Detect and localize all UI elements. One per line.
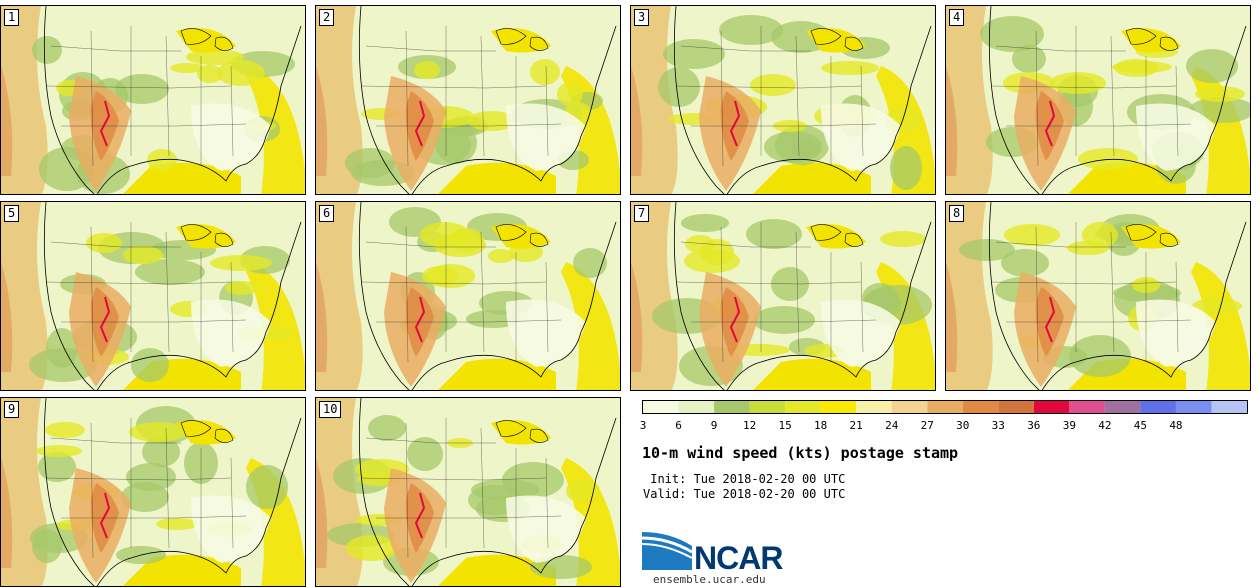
wind-speed-map (316, 6, 620, 194)
colorbar-tick-label: 36 (1027, 419, 1041, 432)
colorbar-tick-label: 39 (1062, 419, 1076, 432)
wind-speed-map (946, 202, 1250, 390)
wind-speed-map (1, 398, 305, 586)
colorbar-segment (785, 401, 821, 413)
member-number-label: 10 (319, 401, 342, 418)
colorbar-tick-label: 27 (920, 419, 934, 432)
member-number-label: 1 (4, 9, 20, 26)
colorbar-segment (714, 401, 750, 413)
wind-speed-map (316, 398, 620, 586)
colorbar-tick-label: 18 (814, 419, 828, 432)
colorbar-segment (962, 401, 999, 413)
colorbar-tick-label: 15 (778, 419, 792, 432)
colorbar (642, 400, 1248, 414)
ensemble-member-panel[interactable]: 4 (945, 5, 1251, 195)
wind-speed-map (1, 202, 305, 390)
member-number-label: 4 (949, 9, 965, 26)
ncar-logo-icon (642, 532, 693, 570)
member-number-label: 7 (634, 205, 650, 222)
member-number-label: 3 (634, 9, 650, 26)
colorbar-segment (1104, 401, 1141, 413)
logo-url: ensemble.ucar.edu (653, 573, 766, 586)
colorbar-tick-label: 9 (710, 419, 718, 432)
colorbar-tick-label: 24 (885, 419, 899, 432)
ensemble-member-panel[interactable]: 5 (0, 201, 306, 391)
member-number-label: 8 (949, 205, 965, 222)
colorbar-tick-label: 12 (742, 419, 757, 432)
ensemble-member-panel[interactable]: 7 (630, 201, 936, 391)
valid-time: Valid: Tue 2018-02-20 00 UTC (643, 487, 846, 501)
colorbar-border (642, 400, 1248, 414)
member-number-label: 2 (319, 9, 335, 26)
colorbar-segment (643, 401, 679, 413)
member-number-label: 5 (4, 205, 20, 222)
colorbar-segment (749, 401, 786, 413)
plot-title: 10-m wind speed (kts) postage stamp (642, 444, 959, 462)
ensemble-member-panel[interactable]: 9 (0, 397, 306, 587)
colorbar-tick-label: 21 (849, 419, 863, 432)
colorbar-segment (1069, 401, 1105, 413)
ensemble-member-panel[interactable]: 6 (315, 201, 621, 391)
wind-speed-map (946, 6, 1250, 194)
colorbar-segment (1140, 401, 1176, 413)
colorbar-segment (1211, 401, 1247, 413)
colorbar-segment (927, 401, 963, 413)
colorbar-segment (1033, 401, 1070, 413)
logo-name: NCAR (694, 540, 783, 576)
colorbar-tick-label: 30 (956, 419, 970, 432)
colorbar-tick-label: 42 (1098, 419, 1112, 432)
colorbar-segment (891, 401, 928, 413)
ensemble-member-panel[interactable]: 1 (0, 5, 306, 195)
colorbar-segment (856, 401, 892, 413)
colorbar-tick-label: 48 (1169, 419, 1183, 432)
colorbar-segment (1175, 401, 1212, 413)
wind-speed-map (631, 6, 935, 194)
wind-speed-map (316, 202, 620, 390)
ensemble-member-panel[interactable]: 2 (315, 5, 621, 195)
colorbar-tick-label: 6 (675, 419, 682, 432)
member-number-label: 6 (319, 205, 335, 222)
colorbar-segment (678, 401, 715, 413)
colorbar-tick-label: 45 (1133, 419, 1148, 432)
wind-speed-map (631, 202, 935, 390)
colorbar-segment (998, 401, 1034, 413)
colorbar-tick-label: 3 (639, 419, 647, 432)
wind-speed-map (1, 6, 305, 194)
colorbar-segment (820, 401, 857, 413)
member-number-label: 9 (4, 401, 20, 418)
ensemble-member-panel[interactable]: 3 (630, 5, 936, 195)
ensemble-member-panel[interactable]: 10 (315, 397, 621, 587)
colorbar-tick-label: 33 (991, 419, 1005, 432)
init-time: Init: Tue 2018-02-20 00 UTC (643, 472, 846, 486)
ensemble-member-panel[interactable]: 8 (945, 201, 1251, 391)
